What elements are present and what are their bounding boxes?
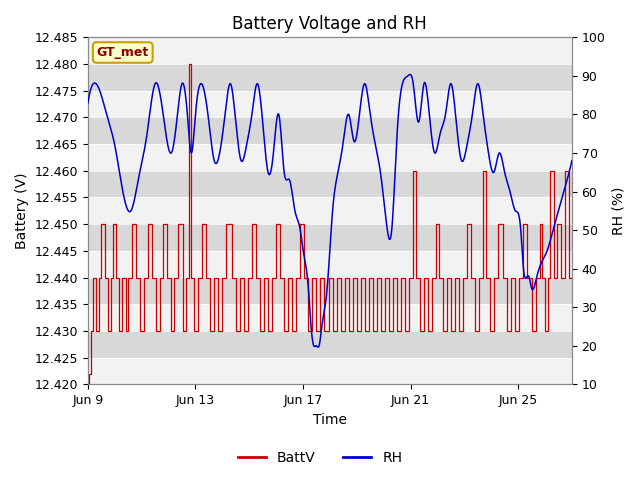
Bar bbox=[88, 37, 572, 64]
Title: Battery Voltage and RH: Battery Voltage and RH bbox=[232, 15, 428, 33]
Bar bbox=[88, 304, 572, 331]
X-axis label: Time: Time bbox=[313, 413, 347, 427]
Legend: BattV, RH: BattV, RH bbox=[232, 445, 408, 471]
Bar bbox=[88, 91, 572, 118]
Y-axis label: Battery (V): Battery (V) bbox=[15, 173, 29, 249]
Y-axis label: RH (%): RH (%) bbox=[611, 187, 625, 235]
Bar bbox=[88, 358, 572, 384]
Bar bbox=[88, 251, 572, 277]
Text: GT_met: GT_met bbox=[97, 46, 149, 59]
Bar bbox=[88, 197, 572, 224]
Bar bbox=[88, 144, 572, 171]
